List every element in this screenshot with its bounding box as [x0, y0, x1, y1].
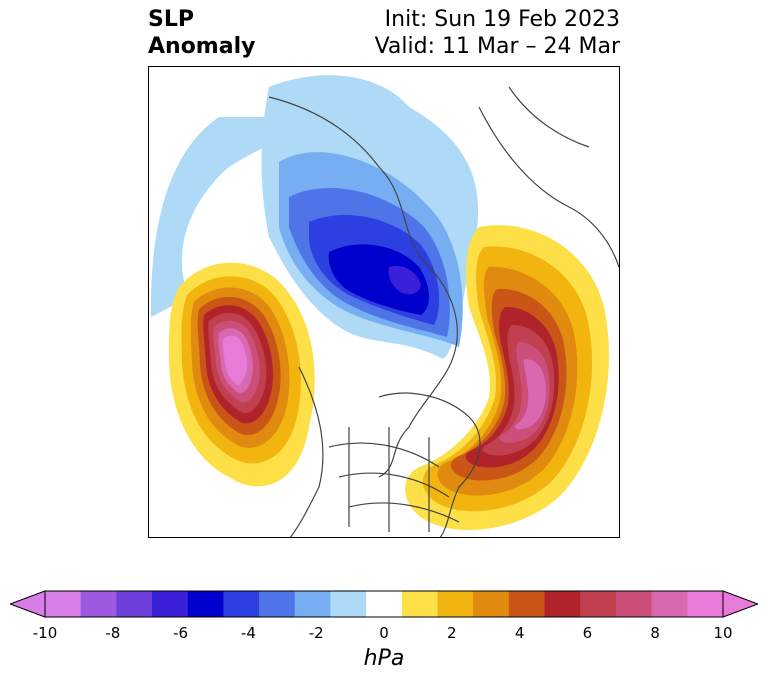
colorbar-segment — [401, 591, 439, 617]
title-line-2: Anomaly — [148, 34, 256, 59]
colorbar-segment — [473, 591, 510, 617]
colorbar-segment — [330, 591, 367, 617]
tick-label: -8 — [105, 624, 121, 642]
colorbar-segment — [80, 591, 117, 617]
tick-label: -10 — [32, 624, 58, 642]
colorbar-segment — [544, 591, 581, 617]
coastlines — [268, 86, 619, 537]
colorbar-segment — [152, 591, 189, 617]
tick-label: 8 — [650, 624, 660, 642]
positive-anomaly-west — [169, 262, 315, 487]
colorbar-over-arrow — [722, 590, 758, 618]
tick-label: 6 — [582, 624, 593, 642]
colorbar-segment — [259, 591, 296, 617]
init-date: Init: Sun 19 Feb 2023 — [384, 7, 620, 32]
colorbar-segment — [294, 591, 331, 617]
colorbar-segment — [116, 591, 153, 617]
colorbar-segment — [366, 591, 403, 617]
tick-label: -6 — [173, 624, 189, 642]
tick-label: 4 — [514, 624, 525, 642]
tick-label: 0 — [379, 624, 389, 642]
colorbar-segment — [580, 591, 617, 617]
colorbar-segment — [223, 591, 260, 617]
map-title: SLP Anomaly — [148, 6, 255, 60]
positive-anomaly-east — [405, 225, 609, 530]
colorbar-tick-labels: -10 -8 -6 -4 -2 0 2 4 6 8 10 — [0, 624, 768, 644]
colorbar-segment — [45, 591, 82, 617]
colorbar-unit: hPa — [363, 646, 405, 671]
colorbar-segment — [687, 591, 724, 617]
map-dates: Init: Sun 19 Feb 2023 Valid: 11 Mar – 24… — [375, 6, 620, 60]
colorbar-segment — [651, 591, 688, 617]
title-line-1: SLP — [148, 7, 194, 32]
valid-range: Valid: 11 Mar – 24 Mar — [374, 34, 620, 59]
negative-anomaly-field — [150, 75, 479, 359]
colorbar-under-arrow — [10, 590, 46, 618]
colorbar-segment — [508, 591, 546, 617]
tick-label: -2 — [308, 624, 324, 642]
tick-label: 2 — [447, 624, 457, 642]
colorbar — [10, 590, 758, 618]
tick-label: -4 — [240, 624, 256, 642]
tick-label: 10 — [713, 624, 733, 642]
slp-anomaly-map — [150, 75, 619, 537]
colorbar-segment — [437, 591, 474, 617]
colorbar-outline — [44, 590, 724, 618]
colorbar-segment — [187, 591, 224, 617]
map-panel — [148, 66, 620, 538]
colorbar-segment — [615, 591, 653, 617]
